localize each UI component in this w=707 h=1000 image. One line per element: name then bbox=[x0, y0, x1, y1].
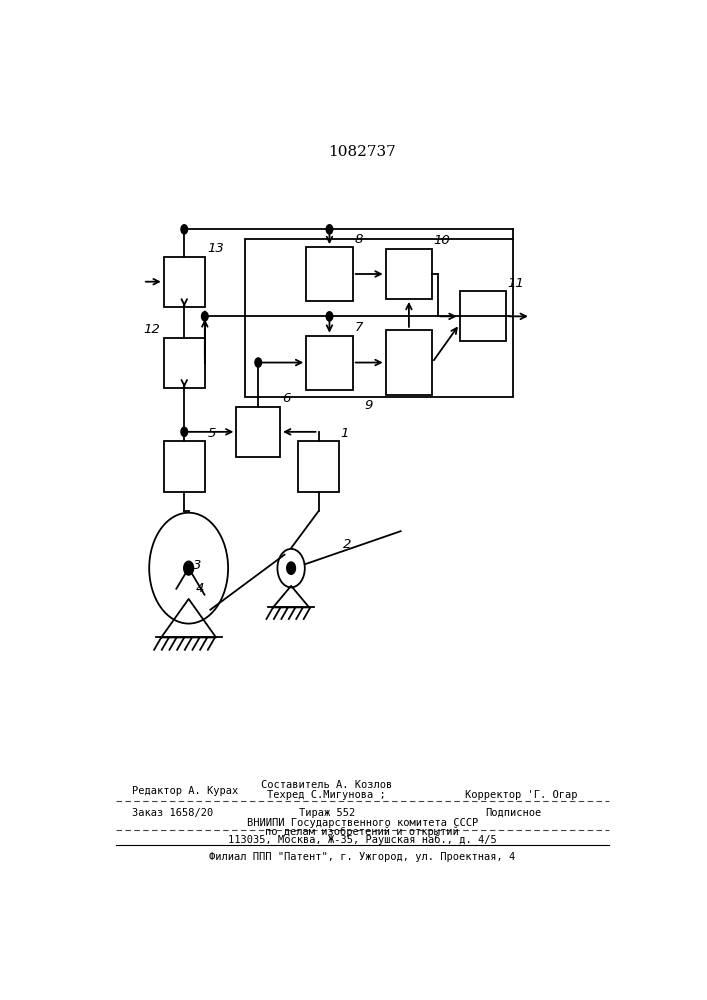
Text: Корректор 'Г. Огар: Корректор 'Г. Огар bbox=[465, 790, 578, 800]
Text: 11: 11 bbox=[508, 277, 525, 290]
Text: 1082737: 1082737 bbox=[329, 145, 396, 159]
Text: ВНИИПИ Государственного комитета СССР: ВНИИПИ Государственного комитета СССР bbox=[247, 818, 478, 828]
Text: 10: 10 bbox=[434, 234, 450, 247]
Circle shape bbox=[201, 312, 208, 321]
Text: 9: 9 bbox=[365, 399, 373, 412]
Text: 12: 12 bbox=[143, 323, 160, 336]
Bar bbox=[164, 338, 205, 388]
Text: Подписное: Подписное bbox=[485, 808, 541, 818]
Text: 113035, Москва, Ж-35, Раушская наб., д. 4/5: 113035, Москва, Ж-35, Раушская наб., д. … bbox=[228, 835, 497, 845]
Bar bbox=[385, 249, 432, 299]
Circle shape bbox=[181, 225, 187, 234]
Circle shape bbox=[326, 225, 333, 234]
Text: 7: 7 bbox=[354, 321, 363, 334]
Circle shape bbox=[287, 562, 296, 574]
Text: Составитель А. Козлов: Составитель А. Козлов bbox=[261, 780, 392, 790]
Bar bbox=[306, 247, 353, 301]
Text: по делам изобретений и открытий: по делам изобретений и открытий bbox=[265, 826, 460, 837]
Text: 5: 5 bbox=[208, 427, 216, 440]
Circle shape bbox=[255, 358, 262, 367]
Bar bbox=[236, 407, 280, 457]
Text: 2: 2 bbox=[343, 538, 351, 551]
Circle shape bbox=[326, 312, 333, 321]
Text: Редактор А. Курах: Редактор А. Курах bbox=[132, 786, 238, 796]
Text: 8: 8 bbox=[354, 233, 363, 246]
Bar bbox=[306, 336, 353, 389]
Text: 4: 4 bbox=[196, 582, 204, 595]
Bar bbox=[298, 441, 339, 492]
Circle shape bbox=[181, 427, 187, 436]
Text: Техред С.Мигунова ;: Техред С.Мигунова ; bbox=[267, 790, 386, 800]
Bar bbox=[164, 441, 205, 492]
Bar bbox=[164, 257, 205, 307]
Text: Филиал ППП "Патент", г. Ужгород, ул. Проектная, 4: Филиал ППП "Патент", г. Ужгород, ул. Про… bbox=[209, 852, 515, 862]
Text: 3: 3 bbox=[193, 559, 201, 572]
Bar bbox=[385, 330, 432, 395]
Text: 13: 13 bbox=[208, 242, 224, 255]
Bar bbox=[460, 291, 506, 341]
Text: 1: 1 bbox=[341, 427, 349, 440]
Circle shape bbox=[184, 561, 194, 575]
Text: 6: 6 bbox=[282, 392, 290, 405]
Bar bbox=[245, 239, 513, 397]
Text: Тираж 552: Тираж 552 bbox=[298, 808, 355, 818]
Text: Заказ 1658/20: Заказ 1658/20 bbox=[132, 808, 214, 818]
